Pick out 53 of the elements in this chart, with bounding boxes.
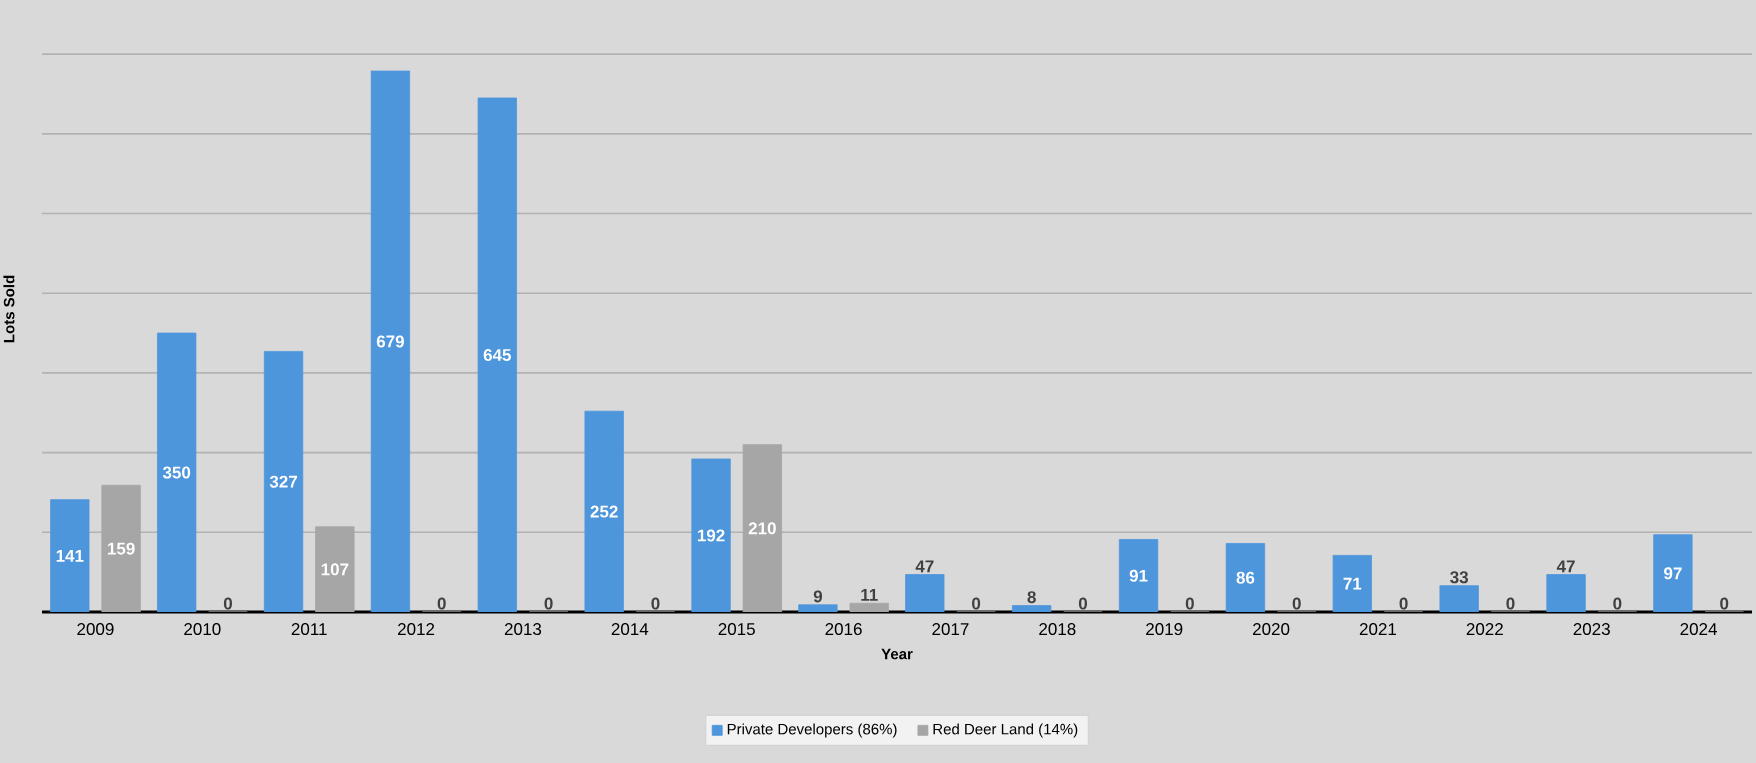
- data-label: 645: [483, 348, 511, 361]
- x-tick-label: 2020: [1253, 623, 1290, 636]
- data-label: 107: [321, 563, 349, 576]
- x-tick-label: 2019: [1146, 623, 1183, 636]
- data-label: 33: [1450, 571, 1469, 584]
- data-label: 159: [107, 542, 135, 555]
- x-tick-label: 2017: [932, 623, 969, 636]
- x-axis-title: Year: [881, 648, 913, 660]
- data-label: 11: [861, 589, 878, 601]
- data-label: 91: [1129, 569, 1148, 582]
- data-label: 47: [1556, 560, 1575, 573]
- x-tick-label: 2014: [611, 623, 649, 636]
- data-label: 0: [437, 597, 446, 610]
- data-label: 141: [56, 549, 84, 562]
- x-tick-label: 2015: [718, 623, 755, 636]
- x-tick-label: 2012: [398, 623, 435, 636]
- x-tick-label: 2009: [77, 623, 114, 636]
- data-label: 0: [223, 597, 232, 610]
- data-label: 71: [1343, 577, 1362, 590]
- data-label: 0: [1613, 597, 1622, 610]
- data-label: 0: [1185, 597, 1194, 610]
- x-tick-label: 2022: [1466, 623, 1503, 636]
- data-label: 0: [1399, 597, 1408, 610]
- data-label: 47: [915, 560, 934, 573]
- data-label: 0: [1720, 597, 1729, 610]
- data-label: 252: [590, 505, 618, 518]
- x-tick-label: 2011: [291, 623, 327, 636]
- data-label: 0: [1078, 597, 1087, 610]
- data-label: 0: [544, 597, 553, 610]
- x-tick-label: 2024: [1680, 623, 1717, 636]
- data-label: 350: [162, 466, 191, 479]
- x-tick-label: 2016: [825, 623, 862, 636]
- data-label: 0: [651, 597, 660, 610]
- x-tick-label: 2021: [1359, 623, 1397, 636]
- data-label: 8: [1027, 591, 1036, 604]
- data-label: 679: [376, 335, 404, 348]
- data-label: 327: [269, 475, 297, 488]
- data-label: 9: [813, 590, 823, 603]
- x-tick-label: 2013: [504, 623, 542, 636]
- data-label: 0: [1506, 597, 1515, 610]
- legend-label: Private Developers (86%): [727, 723, 897, 738]
- bar: [849, 602, 889, 612]
- data-label: 0: [1292, 597, 1301, 610]
- data-label: 210: [748, 522, 776, 535]
- data-label: 192: [697, 529, 725, 542]
- y-axis-title: Lots Sold: [3, 275, 15, 343]
- x-tick-label: 2023: [1573, 623, 1610, 636]
- x-tick-label: 2010: [184, 623, 221, 636]
- data-label: 86: [1236, 571, 1255, 584]
- legend-label: Red Deer Land (14%): [933, 723, 1078, 738]
- data-label: 0: [972, 597, 981, 610]
- x-tick-label: 2018: [1039, 623, 1076, 636]
- data-label: 97: [1664, 567, 1682, 580]
